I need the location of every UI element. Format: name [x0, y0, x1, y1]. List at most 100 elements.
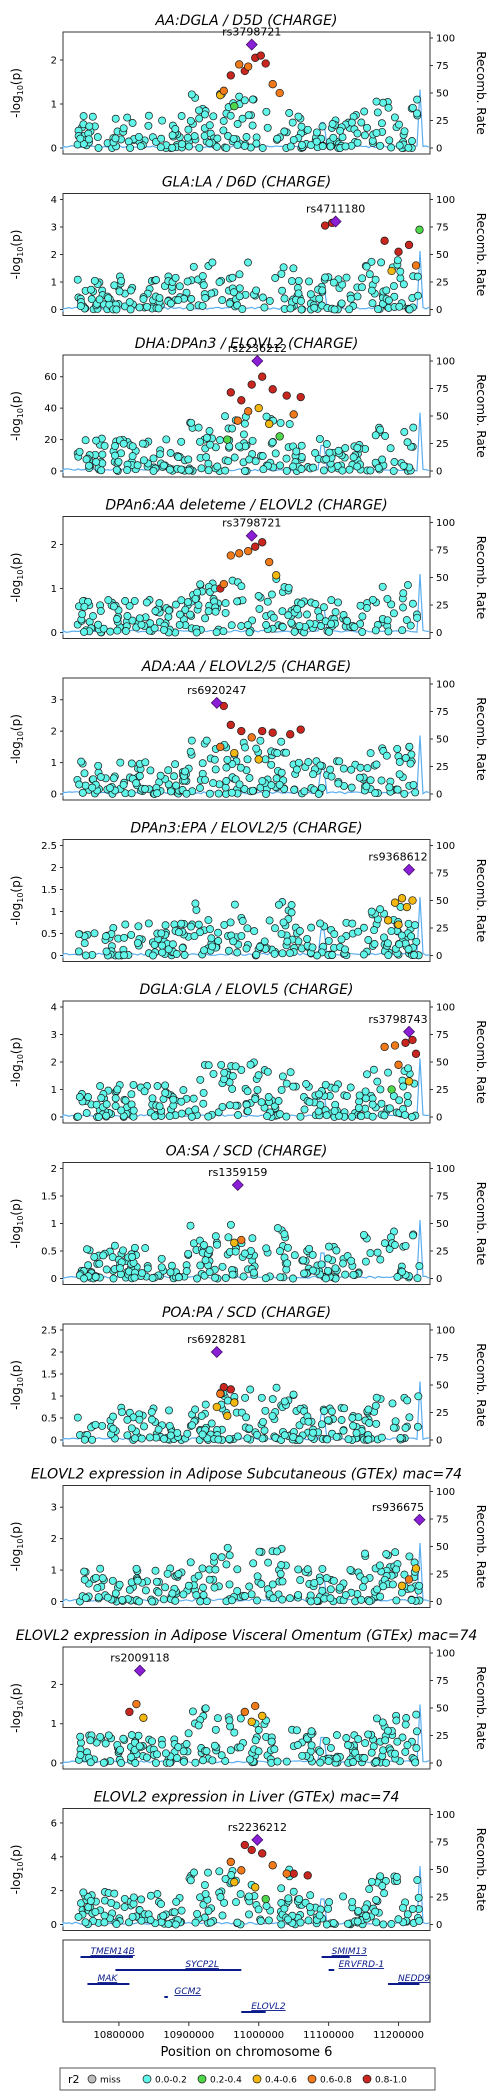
snp-point	[229, 937, 238, 946]
snp-point	[128, 119, 137, 127]
snp-point	[242, 944, 251, 953]
snp-point	[199, 1583, 207, 1592]
snp-point	[309, 1266, 317, 1275]
y2-tick-label: 50	[436, 89, 449, 100]
y-tick-label: 2	[51, 540, 57, 551]
snp-point	[75, 930, 83, 939]
snp-point	[377, 1099, 386, 1108]
x-tick-label: 11100000	[303, 2030, 354, 2041]
snp-point	[164, 766, 173, 775]
snp-point	[368, 299, 377, 308]
y2-tick-label: 100	[436, 1810, 455, 1821]
snp-point	[171, 600, 180, 609]
snp-point	[263, 1112, 271, 1120]
snp-point	[254, 1747, 263, 1756]
snp-point-ld	[265, 419, 274, 429]
snp-point-ld	[397, 894, 407, 903]
lead-snp-label: rs2009118	[110, 1652, 169, 1665]
y2-tick-label: 0	[436, 1274, 442, 1285]
snp-point	[233, 1918, 242, 1927]
snp-point	[214, 1435, 223, 1444]
snp-point	[413, 109, 421, 118]
snp-point	[401, 754, 410, 762]
snp-point	[383, 594, 392, 603]
snp-point-ld	[235, 549, 244, 558]
snp-point	[207, 1419, 216, 1428]
snp-point	[268, 1395, 277, 1404]
snp-point	[400, 428, 409, 436]
snp-point	[141, 785, 149, 793]
snp-point-ld	[390, 1041, 400, 1050]
snp-point	[339, 1892, 348, 1901]
snp-point	[201, 775, 209, 784]
snp-point	[161, 1749, 170, 1758]
snp-point	[306, 1891, 315, 1900]
snp-point	[210, 1741, 219, 1750]
snp-point	[92, 436, 101, 445]
y-tick-label: 1	[51, 1219, 57, 1230]
snp-point-ld	[237, 1235, 246, 1245]
snp-point	[85, 461, 93, 470]
snp-point	[196, 784, 204, 792]
snp-point	[404, 1064, 413, 1073]
snp-point	[166, 449, 175, 457]
snp-point	[235, 442, 244, 451]
snp-point	[101, 1739, 110, 1748]
snp-point	[177, 919, 186, 928]
snp-point	[236, 1890, 245, 1899]
snp-point	[202, 736, 211, 745]
snp-point	[86, 1736, 95, 1745]
y2-tick-label: 100	[436, 1487, 455, 1498]
snp-point	[115, 1264, 124, 1273]
snp-point	[272, 1383, 281, 1392]
snp-point	[258, 777, 267, 786]
snp-point	[344, 1919, 352, 1928]
snp-point	[104, 1731, 113, 1740]
snp-point	[186, 610, 195, 619]
y2-tick-label: 50	[436, 1865, 449, 1876]
snp-point	[195, 928, 204, 937]
snp-point	[201, 1889, 210, 1898]
snp-point	[188, 1707, 197, 1716]
lead-snp-marker	[245, 529, 258, 542]
snp-point	[342, 1734, 351, 1742]
snp-point	[177, 1097, 186, 1106]
snp-point-ld	[256, 51, 265, 60]
snp-point	[413, 1876, 422, 1885]
snp-point	[94, 1593, 103, 1602]
snp-point-ld	[132, 1699, 141, 1709]
snp-point	[142, 1753, 151, 1762]
snp-point	[76, 302, 85, 311]
y-axis-label: -log10(p)	[9, 1037, 25, 1087]
snp-point	[163, 1569, 172, 1578]
snp-point	[349, 1421, 358, 1430]
snp-point	[175, 620, 184, 629]
snp-point	[339, 1259, 347, 1268]
snp-point	[395, 758, 404, 766]
snp-point	[151, 607, 160, 616]
snp-point	[111, 1094, 120, 1103]
snp-point	[337, 1416, 346, 1424]
snp-point	[303, 934, 312, 943]
snp-point	[141, 758, 150, 767]
snp-point	[130, 1243, 139, 1252]
snp-point	[332, 1754, 341, 1763]
snp-point	[244, 111, 253, 120]
legend-swatch	[87, 2074, 97, 2084]
snp-point	[334, 446, 343, 455]
snp-point	[243, 621, 252, 629]
snp-point	[295, 1895, 304, 1904]
snp-point	[294, 758, 303, 767]
snp-point	[341, 142, 350, 151]
snp-point	[347, 765, 356, 774]
snp-point	[314, 790, 323, 798]
snp-point	[353, 292, 362, 301]
snp-point	[389, 467, 398, 475]
snp-point	[157, 1899, 165, 1908]
snp-point	[166, 465, 174, 474]
snp-point	[135, 1742, 144, 1751]
snp-point	[287, 618, 296, 627]
y-tick-label: 1	[51, 584, 57, 595]
lead-snp-marker	[245, 38, 258, 51]
snp-point	[201, 1704, 210, 1713]
